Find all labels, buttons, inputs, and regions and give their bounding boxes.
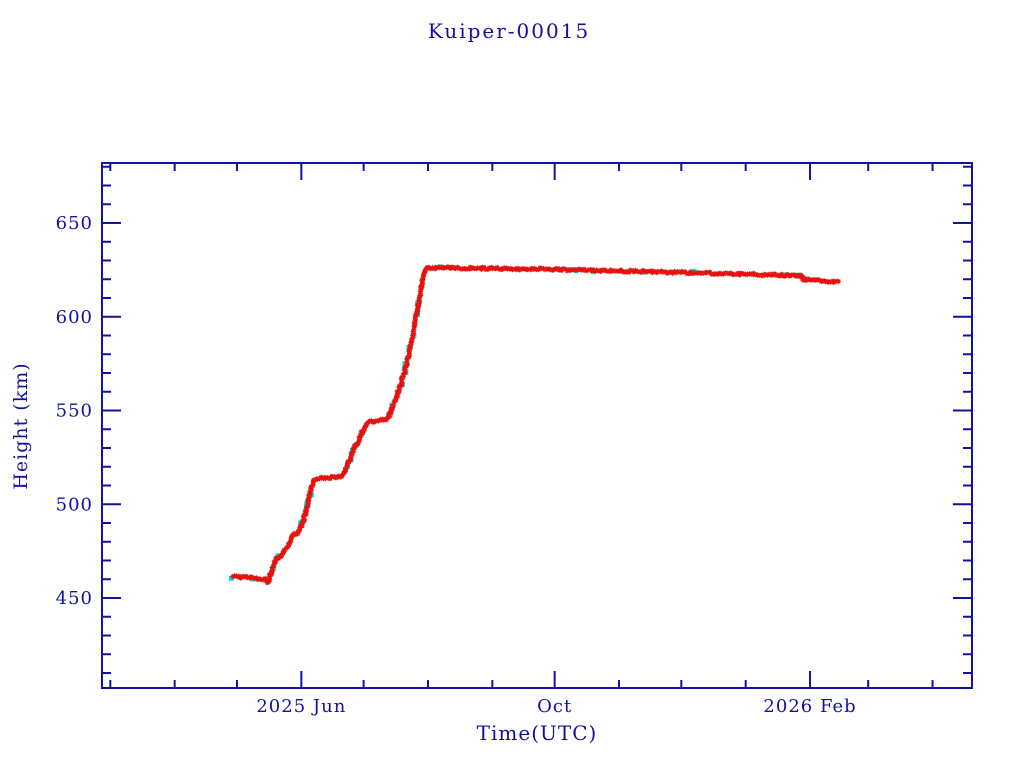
y-tick-label: 450 [56,588,93,609]
series-baseline [232,267,840,584]
x-tick-label: Oct [537,696,572,717]
y-tick-label: 550 [56,401,93,422]
y-tick-label: 650 [56,213,93,234]
x-tick-label: 2026 Feb [763,696,856,717]
y-tick-label: 500 [56,494,93,515]
x-tick-label: 2025 Jun [256,696,346,717]
series-red-markers [230,264,841,586]
plot-frame [101,162,973,689]
series-cyan-markers [228,264,810,582]
x-axis-title: Time(UTC) [476,721,598,745]
y-tick-label: 600 [56,307,93,328]
chart-title: Kuiper-00015 [427,19,591,43]
